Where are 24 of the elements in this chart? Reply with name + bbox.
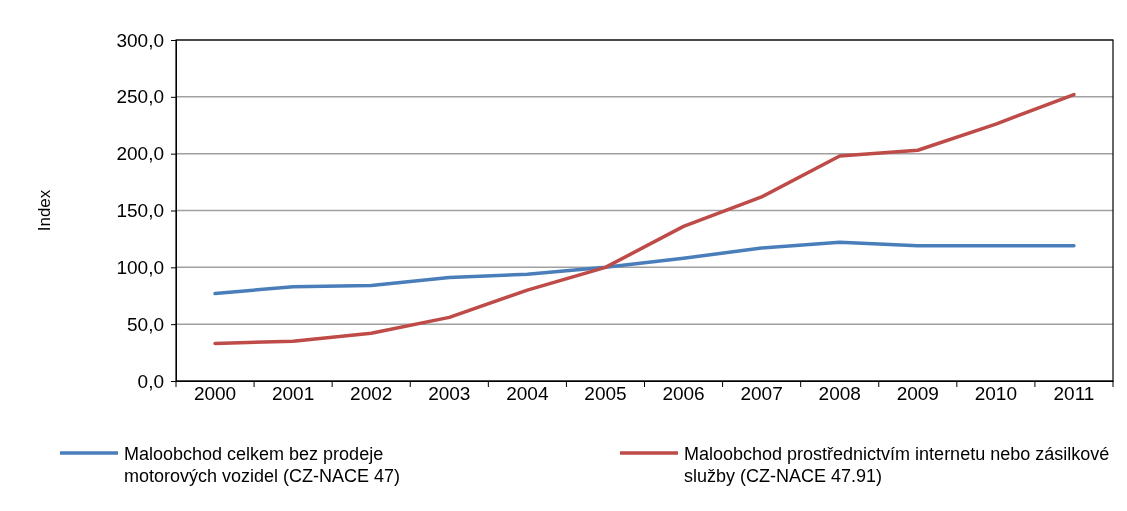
x-tick-label: 2011 (1053, 383, 1095, 404)
y-tick-label: 300,0 (116, 29, 164, 51)
x-tick-label: 2004 (506, 383, 549, 404)
y-tick-label: 150,0 (116, 200, 164, 222)
y-tick-label: 250,0 (116, 86, 164, 108)
y-axis-title: Index (35, 189, 54, 232)
x-tick-label: 2003 (428, 383, 471, 404)
x-tick-label: 2007 (740, 383, 783, 404)
x-tick-label: 2006 (662, 383, 705, 404)
x-tick-label: 2000 (193, 383, 237, 404)
x-tick-label: 2001 (271, 383, 315, 404)
y-tick-label: 200,0 (116, 143, 164, 165)
y-tick-label: 100,0 (116, 256, 164, 278)
y-tick-label: 0,0 (137, 370, 164, 392)
x-tick-label: 2005 (584, 383, 627, 404)
y-tick-label: 50,0 (127, 313, 164, 335)
x-tick-label: 2009 (896, 383, 939, 404)
line-series (213, 92, 1076, 346)
legend-label: Maloobchod prostřednictvím internetu nebo zásilkové služby (CZ-NACE 47.91) (684, 444, 1110, 486)
legend-label: Maloobchod celkem bez prodeje motorových vozidel (CZ-NACE 47) (124, 444, 401, 486)
x-tick-label: 2002 (350, 383, 393, 404)
x-tick-label: 2010 (974, 383, 1018, 404)
line-series (213, 240, 1076, 296)
x-tick-label: 2008 (818, 383, 861, 404)
